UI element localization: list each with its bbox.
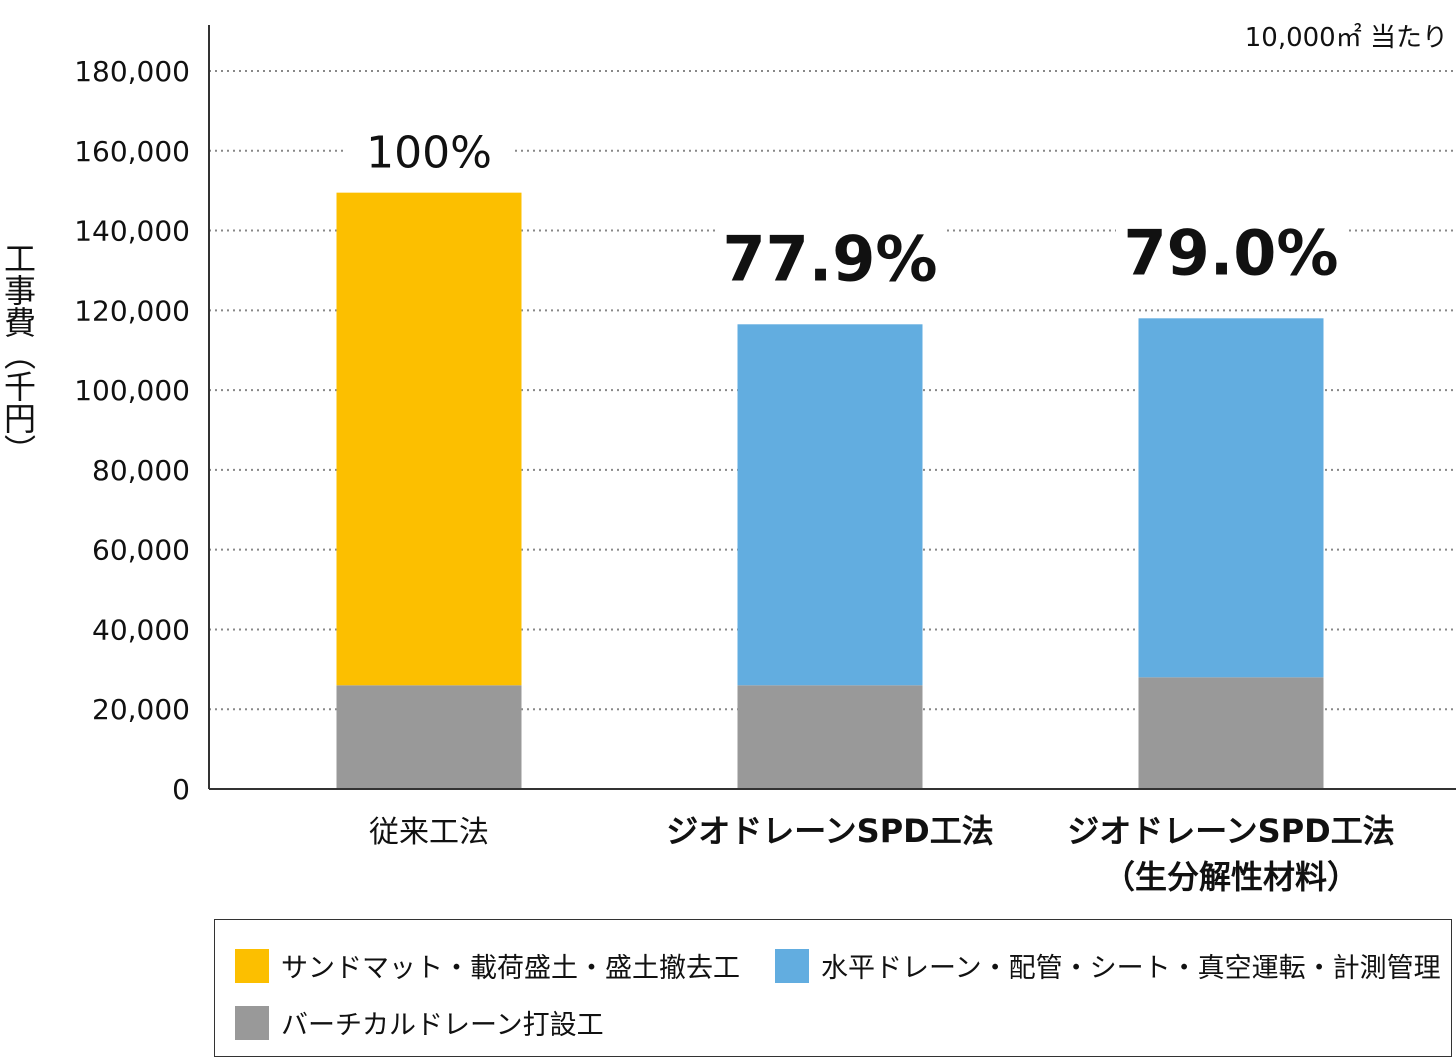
percent-label: 77.9%: [722, 222, 937, 295]
axes: [208, 25, 1456, 790]
category-labels: 従来工法 ジオドレーンSPD工法 ジオドレーンSPD工法 （生分解性材料）: [369, 812, 1395, 896]
percent-labels: 100% 77.9% 79.0%: [344, 123, 1346, 295]
category-label: （生分解性材料）: [1103, 858, 1359, 896]
bars: [336, 192, 1324, 789]
y-axis-label: 工事費（千円）: [0, 242, 37, 466]
percent-label: 100%: [366, 128, 492, 179]
y-tick-labels: 0 20,000 40,000 60,000 80,000 100,000 120,000 1…: [74, 55, 190, 806]
legend-swatch-horizontal-drain: [775, 948, 809, 983]
y-tick-label: 160,000: [74, 135, 190, 168]
legend-swatch-sand-mat: [235, 948, 269, 983]
y-tick-label: 40,000: [92, 613, 190, 646]
chart-note: 10,000㎡ 当たり: [1245, 23, 1448, 53]
y-tick-label: 20,000: [92, 693, 190, 726]
legend-item-horizontal-drain: 水平ドレーン・配管・シート・真空運転・計測管理: [775, 946, 1441, 985]
bar-segment: [737, 324, 923, 686]
bar-segment: [1138, 318, 1324, 678]
y-tick-label: 140,000: [74, 215, 190, 248]
category-label: ジオドレーンSPD工法: [666, 812, 993, 850]
category-label: 従来工法: [369, 815, 489, 850]
y-tick-label: 100,000: [74, 374, 190, 407]
y-tick-label: 0: [172, 773, 190, 806]
legend-label-vertical-drain: バーチカルドレーン打設工: [281, 1010, 604, 1041]
y-tick-label: 60,000: [92, 534, 190, 567]
legend: サンドマット・載荷盛土・盛土撤去工 水平ドレーン・配管・シート・真空運転・計測管…: [214, 919, 1452, 1057]
y-tick-label: 120,000: [74, 294, 190, 327]
stacked-bar-chart: 0 20,000 40,000 60,000 80,000 100,000 120,000 1…: [0, 23, 1456, 896]
category-label: ジオドレーンSPD工法: [1067, 812, 1394, 850]
percent-label-bg: [715, 220, 945, 291]
legend-swatch-vertical-drain: [235, 1005, 269, 1040]
legend-item-vertical-drain: バーチカルドレーン打設工: [235, 1003, 604, 1042]
legend-label-sand-mat: サンドマット・載荷盛土・盛土撤去工: [281, 953, 740, 984]
percent-label-bg: [1116, 214, 1346, 285]
y-tick-label: 180,000: [74, 55, 190, 88]
legend-label-horizontal-drain: 水平ドレーン・配管・シート・真空運転・計測管理: [821, 953, 1441, 984]
percent-label-bg: [344, 123, 514, 180]
percent-label: 79.0%: [1123, 216, 1338, 289]
bar-segment: [737, 685, 923, 789]
bar-segment: [336, 192, 522, 686]
bar-segment: [336, 685, 522, 789]
legend-item-sand-mat: サンドマット・載荷盛土・盛土撤去工: [235, 946, 740, 985]
bar-segment: [1138, 677, 1324, 789]
y-tick-label: 80,000: [92, 454, 190, 487]
